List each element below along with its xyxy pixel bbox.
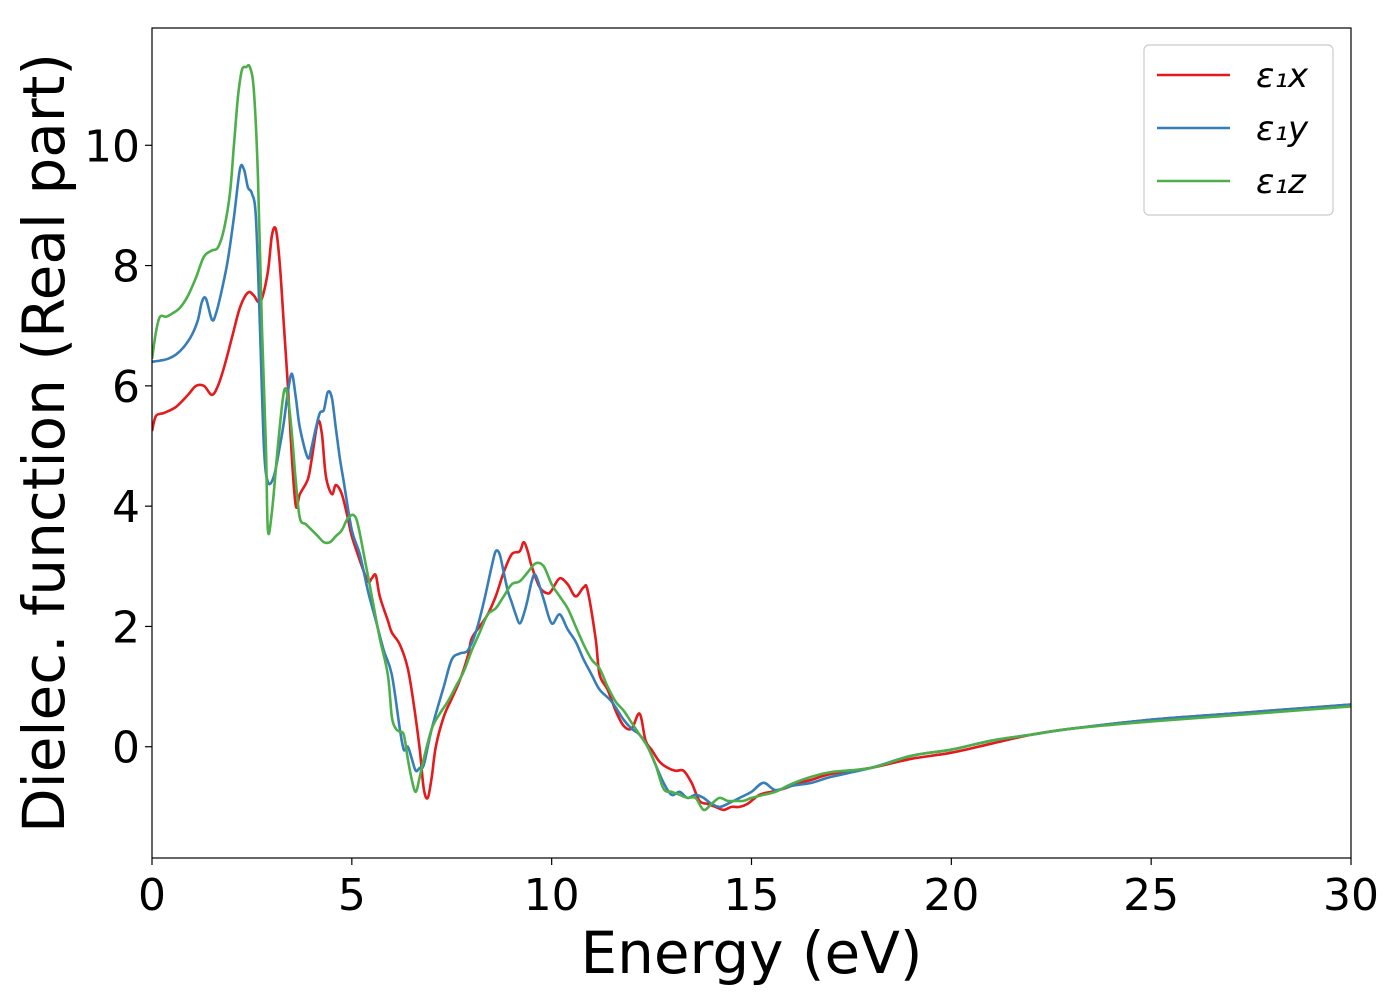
y-tick-label: 6 xyxy=(112,362,140,413)
series-line-1 xyxy=(152,226,1351,812)
legend-box xyxy=(1143,44,1334,216)
legend-label-2: ε₁y xyxy=(1256,109,1309,149)
y-tick-label: 10 xyxy=(84,121,140,172)
x-tick-label: 15 xyxy=(724,870,780,921)
x-tick-label: 0 xyxy=(138,870,166,921)
x-tick-label: 10 xyxy=(524,870,580,921)
x-tick-label: 20 xyxy=(923,870,979,921)
series-line-3 xyxy=(152,63,1351,812)
y-tick-label: 8 xyxy=(112,242,140,293)
x-tick-label: 25 xyxy=(1123,870,1179,921)
legend-label-3: ε₁z xyxy=(1256,162,1307,202)
legend-label-1: ε₁x xyxy=(1256,56,1309,96)
x-tick-label: 30 xyxy=(1323,870,1379,921)
legend: ε₁x ε₁y ε₁z xyxy=(1143,44,1334,216)
y-tick-label: 4 xyxy=(112,482,140,533)
x-tick-label: 5 xyxy=(338,870,366,921)
y-tick-label: 0 xyxy=(112,723,140,774)
x-axis-label: Energy (eV) xyxy=(580,919,922,987)
series-line-2 xyxy=(152,163,1351,809)
series-layer xyxy=(152,63,1351,812)
y-tick-label: 2 xyxy=(112,602,140,653)
y-axis-label: Dielec. function (Real part) xyxy=(10,53,78,833)
axis-ticks: 0 5 10 15 20 25 30 0 2 4 6 8 10 xyxy=(84,121,1379,921)
